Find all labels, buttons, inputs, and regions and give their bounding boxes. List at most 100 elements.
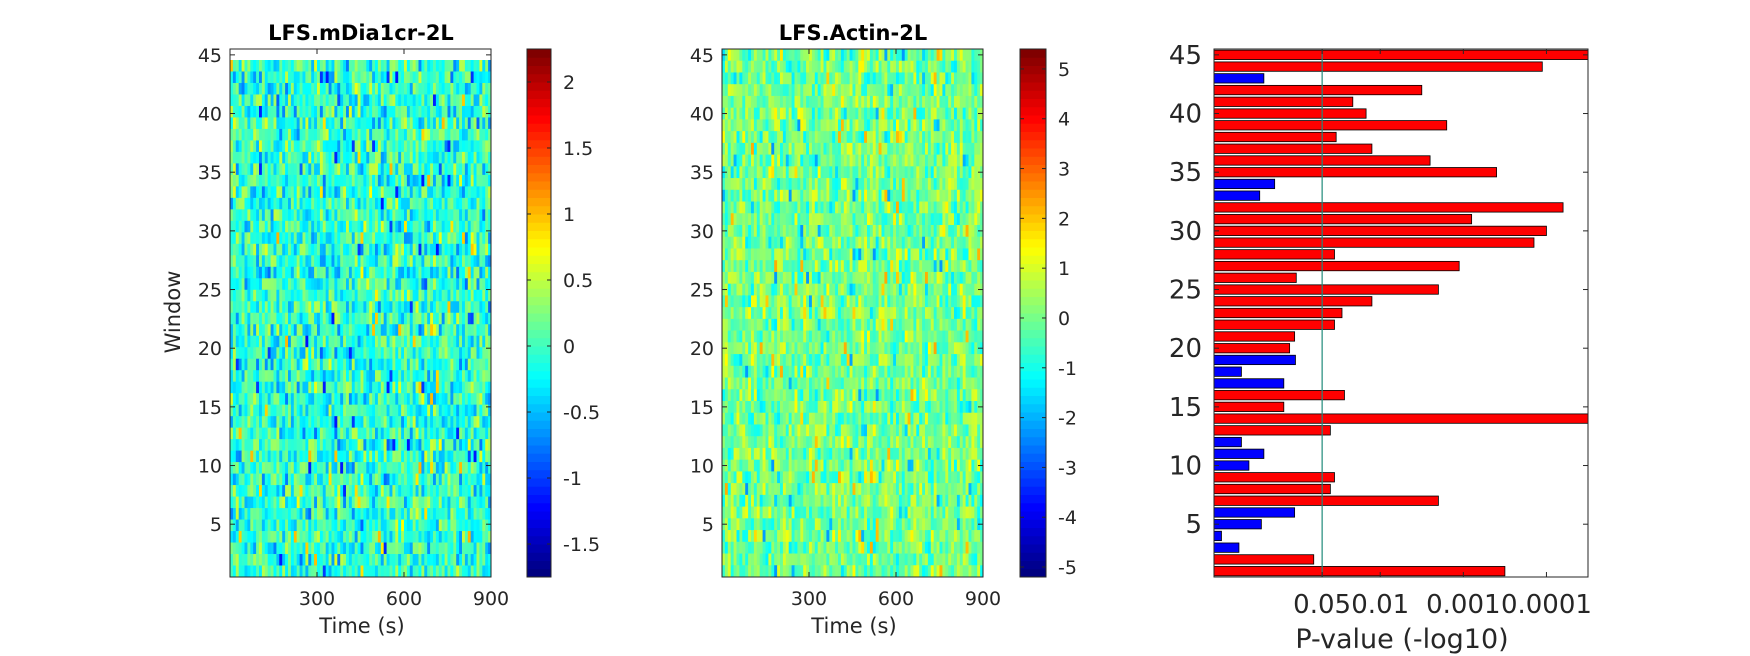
heatmap-cell xyxy=(235,565,240,578)
heatmap-cell xyxy=(759,119,763,132)
heatmap-cell xyxy=(343,60,347,72)
heatmap-cell xyxy=(244,301,248,314)
heatmap-cell xyxy=(235,439,240,452)
heatmap-cell xyxy=(797,84,801,97)
heatmap-cell xyxy=(433,186,437,199)
heatmap-cell xyxy=(279,94,283,107)
heatmap-cell xyxy=(404,381,408,394)
heatmap-cell xyxy=(450,140,454,153)
heatmap-cell xyxy=(727,60,732,73)
heatmap-cell xyxy=(739,107,743,120)
heatmap-cell xyxy=(453,117,457,130)
heatmap-cell xyxy=(343,404,347,417)
heatmap-cell xyxy=(433,174,437,187)
heatmap-cell xyxy=(363,450,367,463)
heatmap-cell xyxy=(803,119,807,132)
heatmap-cell xyxy=(296,174,300,187)
heatmap-cell xyxy=(259,82,263,95)
heatmap-cell xyxy=(325,404,329,417)
heatmap-cell xyxy=(974,49,978,62)
heatmap-cell xyxy=(296,301,300,314)
heatmap-cell xyxy=(855,131,859,144)
heatmap-cell xyxy=(238,370,242,383)
heatmap-cell xyxy=(409,485,414,497)
heatmap-cell xyxy=(453,82,457,95)
heatmap-cell xyxy=(398,393,402,406)
heatmap-cell xyxy=(398,485,402,497)
heatmap-cell xyxy=(337,140,341,153)
heatmap-cell xyxy=(435,140,440,153)
heatmap-cell xyxy=(881,49,885,62)
heatmap-cell xyxy=(325,128,329,141)
heatmap-cell xyxy=(806,60,810,73)
heatmap-cell xyxy=(311,220,315,233)
heatmap-cell xyxy=(322,404,327,417)
heatmap-cell xyxy=(282,473,286,486)
heatmap-cell xyxy=(959,142,964,155)
heatmap-cell xyxy=(412,128,416,141)
heatmap-cell xyxy=(259,450,263,463)
heatmap-cell xyxy=(241,301,245,314)
heatmap-cell xyxy=(259,531,263,543)
heatmap-cell xyxy=(299,542,303,555)
heatmap-cell xyxy=(462,163,466,176)
heatmap-cell xyxy=(453,531,457,543)
heatmap-cell xyxy=(369,473,373,486)
heatmap-cell xyxy=(299,462,303,474)
heatmap-cell xyxy=(467,151,472,164)
heatmap-cell xyxy=(791,84,795,97)
heatmap-cell xyxy=(261,94,266,107)
heatmap-cell xyxy=(438,117,443,130)
heatmap-cell xyxy=(476,565,480,578)
heatmap-cell xyxy=(933,142,937,155)
heatmap-cell xyxy=(450,485,454,497)
heatmap-cell xyxy=(797,119,801,132)
heatmap-cell xyxy=(293,473,298,486)
heatmap-cell xyxy=(444,174,448,187)
heatmap-cell xyxy=(386,358,390,371)
heatmap-cell xyxy=(421,220,425,233)
heatmap-cell xyxy=(383,128,387,141)
heatmap-cell xyxy=(456,105,460,118)
heatmap-cell xyxy=(357,220,361,233)
heatmap-cell xyxy=(259,347,263,360)
heatmap-cell xyxy=(401,209,405,222)
heatmap-cell xyxy=(270,450,274,463)
heatmap-cell xyxy=(453,266,457,279)
heatmap-cell xyxy=(881,72,885,85)
heatmap-cell xyxy=(898,60,903,73)
heatmap-cell xyxy=(473,186,477,199)
heatmap-cell xyxy=(319,232,324,245)
heatmap-cell xyxy=(479,565,483,578)
heatmap-cell xyxy=(250,71,254,84)
heatmap-cell xyxy=(340,209,344,222)
heatmap-cell xyxy=(398,347,402,360)
heatmap-cell xyxy=(482,427,486,440)
heatmap-cell xyxy=(925,131,929,144)
heatmap-cell xyxy=(383,255,387,268)
heatmap-cell xyxy=(479,301,483,314)
heatmap-cell xyxy=(930,107,935,120)
heatmap-cell xyxy=(418,174,422,187)
heatmap-cell xyxy=(305,404,309,417)
heatmap-cell xyxy=(354,255,358,268)
heatmap-cell xyxy=(264,508,269,520)
heatmap-cell xyxy=(409,232,414,245)
heatmap-cell xyxy=(331,140,335,153)
heatmap-cell xyxy=(354,117,358,130)
heatmap-cell xyxy=(302,427,306,440)
heatmap-cell xyxy=(421,347,425,360)
heatmap-cell xyxy=(473,416,477,429)
heatmap-cell xyxy=(430,128,434,141)
heatmap-cell xyxy=(282,485,286,497)
heatmap-cell xyxy=(369,439,373,452)
heatmap-cell xyxy=(261,220,266,233)
heatmap-cell xyxy=(415,496,419,509)
heatmap-cell xyxy=(267,82,271,95)
heatmap-cell xyxy=(337,565,341,578)
heatmap-cell xyxy=(473,163,477,176)
heatmap-cell xyxy=(765,142,769,155)
heatmap-cell xyxy=(959,49,964,62)
heatmap-cell xyxy=(765,131,769,144)
heatmap-cell xyxy=(435,519,440,532)
